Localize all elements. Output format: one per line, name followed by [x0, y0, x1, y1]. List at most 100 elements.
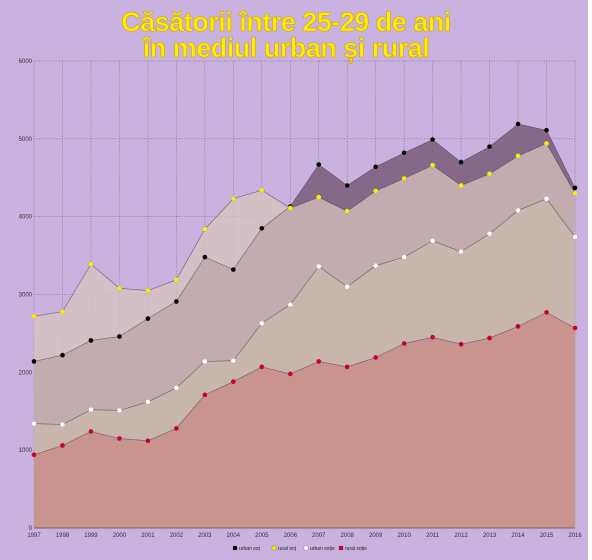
data-point: [173, 425, 179, 431]
data-point: [31, 452, 37, 458]
data-point: [401, 175, 407, 182]
legend-label: rural soț: [278, 546, 297, 552]
data-point: [88, 337, 94, 343]
x-axis: 1997 1998 1999 2000 2001 2002 2003 2004 2005 2006…: [27, 527, 582, 539]
data-point: [116, 333, 122, 340]
x-tick-label: 2006: [284, 533, 298, 539]
series-lines: [33, 123, 576, 456]
data-point: [543, 140, 550, 147]
x-tick-label: 2015: [540, 533, 554, 539]
x-tick-label: 2011: [426, 533, 440, 539]
x-tick-label: 2013: [483, 533, 497, 539]
data-point: [344, 182, 350, 189]
data-point: [487, 231, 493, 237]
data-point: [344, 364, 350, 370]
data-point: [401, 254, 407, 260]
data-point: [572, 190, 578, 196]
data-point: [487, 335, 493, 341]
data-point: [487, 144, 493, 150]
data-point: [31, 313, 37, 319]
series-areas: [34, 124, 575, 529]
data-point: [59, 421, 66, 428]
data-point: [430, 238, 436, 244]
data-point: [373, 354, 379, 361]
data-point: [145, 438, 151, 444]
data-point: [116, 435, 122, 442]
y-tick-label: 2000: [19, 370, 33, 376]
data-point: [116, 407, 122, 414]
data-point: [373, 164, 379, 170]
data-point: [259, 320, 265, 326]
data-point: [515, 207, 521, 213]
y-tick-label: 3000: [19, 293, 33, 299]
data-point: [31, 358, 37, 364]
x-tick-label: 2000: [113, 533, 127, 539]
data-point: [458, 159, 464, 165]
data-point: [202, 226, 208, 232]
data-point: [373, 188, 379, 194]
data-point: [230, 379, 236, 385]
y-tick-label: 4000: [19, 215, 33, 221]
data-point: [430, 137, 436, 143]
data-point: [202, 254, 208, 260]
data-point: [401, 340, 407, 347]
data-point: [259, 364, 265, 370]
x-tick-label: 2008: [341, 533, 355, 539]
data-point: [458, 182, 464, 189]
data-point: [31, 421, 37, 427]
data-point: [88, 407, 94, 413]
legend-label: urban soție: [310, 546, 335, 552]
series-line: [33, 143, 576, 317]
data-point: [373, 263, 379, 269]
series-line: [33, 123, 576, 362]
data-point: [145, 316, 151, 322]
data-point: [173, 385, 179, 391]
x-tick-label: 2005: [255, 533, 269, 539]
data-point: [401, 150, 407, 156]
data-point: [430, 162, 436, 168]
legend-swatch: [303, 545, 309, 551]
data-point: [259, 225, 265, 231]
data-point: [572, 234, 578, 240]
series-points: [31, 121, 578, 458]
series-line: [33, 312, 576, 456]
x-tick-label: 2001: [141, 533, 155, 539]
chart-right-border: [588, 0, 592, 560]
data-point: [173, 298, 179, 305]
x-tick-label: 2009: [369, 533, 383, 539]
data-point: [572, 325, 578, 331]
data-point: [316, 194, 322, 200]
series-line: [33, 198, 576, 425]
legend-swatch: [271, 545, 277, 551]
series-area: [34, 312, 575, 528]
data-point: [230, 358, 236, 364]
x-tick-label: 2014: [511, 533, 525, 539]
data-point: [59, 352, 66, 358]
data-point: [88, 428, 94, 435]
data-point: [230, 196, 236, 202]
y-tick-label: 5000: [19, 137, 33, 143]
data-point: [59, 442, 66, 449]
data-point: [145, 399, 151, 405]
x-tick-label: 2002: [170, 533, 184, 539]
data-point: [543, 127, 550, 133]
data-point: [515, 323, 521, 329]
x-tick-label: 2007: [312, 533, 326, 539]
y-tick-label: 1000: [19, 448, 33, 454]
y-tick-label: 0: [29, 526, 33, 532]
data-point: [145, 288, 151, 294]
legend-label: rural soție: [345, 546, 367, 552]
data-point: [515, 121, 521, 127]
chart-title-line-2: în mediul urban și rural: [141, 33, 430, 63]
x-tick-label: 1999: [84, 533, 98, 539]
x-tick-label: 2003: [198, 533, 212, 539]
data-point: [173, 277, 179, 283]
legend-swatch: [338, 545, 344, 551]
data-point: [458, 341, 464, 347]
y-tick-label: 6000: [19, 59, 33, 65]
data-point: [487, 171, 493, 177]
y-axis: 0 1000 2000 3000 4000 5000 6000: [19, 59, 33, 532]
data-point: [572, 185, 578, 191]
data-point: [287, 371, 293, 377]
